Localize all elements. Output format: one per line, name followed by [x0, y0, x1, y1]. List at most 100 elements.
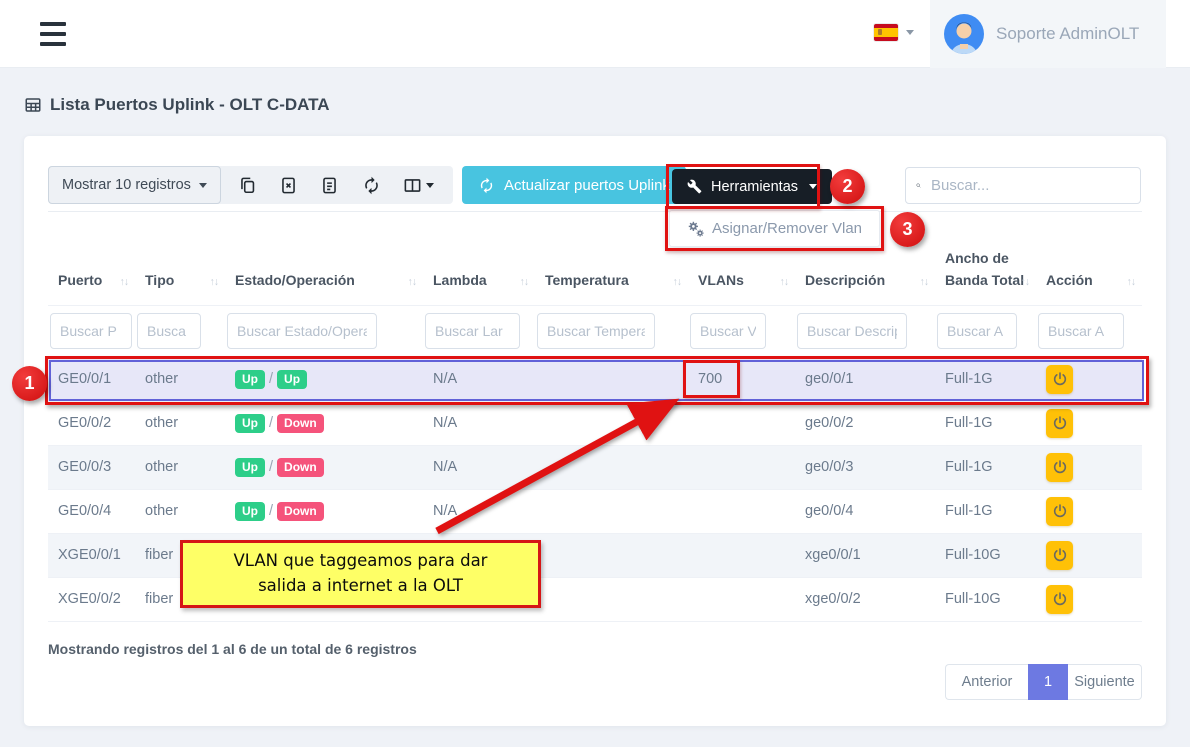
copy-button[interactable] [238, 176, 257, 195]
cell-descripcion: ge0/0/3 [795, 444, 935, 489]
cell-estado: Up / Down [225, 488, 423, 533]
pagination-next-button[interactable]: Siguiente [1068, 664, 1142, 700]
column-header-accion[interactable]: Acción ↑↓ [1036, 225, 1142, 305]
records-info: Mostrando registros del 1 al 6 de un tot… [48, 641, 417, 657]
port-power-button[interactable] [1046, 584, 1073, 614]
export-file-button[interactable] [320, 176, 339, 195]
table-row-xge0-0-2[interactable]: XGE0/0/2 fiber xge0/0/2 Full-10G [48, 576, 1142, 622]
cell-lambda: N/A [423, 488, 535, 533]
column-header-puerto[interactable]: Puerto ↑↓ [48, 225, 135, 305]
filter-tipo-input[interactable] [137, 313, 201, 349]
chevron-down-icon [809, 184, 818, 189]
cell-temperatura [535, 444, 688, 489]
tools-dropdown-button[interactable]: Herramientas [672, 169, 833, 204]
filter-accion-input[interactable] [1038, 313, 1124, 349]
cell-ancho-banda: Full-1G [935, 488, 1036, 533]
cell-accion [1036, 488, 1142, 533]
menu-item-asignar-remover-vlan[interactable]: Asignar/Remover Vlan [711, 220, 863, 237]
menu-toggle-icon[interactable] [40, 22, 66, 46]
filter-puerto-input[interactable] [50, 313, 132, 349]
cell-temperatura [535, 532, 688, 577]
user-menu[interactable]: Soporte AdminOLT [930, 0, 1166, 68]
sort-icon[interactable]: ↑↓ [407, 276, 417, 289]
filter-ancho-input[interactable] [937, 313, 1017, 349]
cell-lambda: N/A [423, 356, 535, 401]
sort-icon[interactable]: ↑↓ [779, 276, 789, 289]
column-header-lambda[interactable]: Lambda ↑↓ [423, 225, 535, 305]
cell-vlans [688, 400, 795, 445]
show-entries-dropdown[interactable]: Mostrar 10 registros [48, 166, 221, 204]
cell-accion [1036, 532, 1142, 577]
cell-lambda [423, 532, 535, 577]
chevron-down-icon [425, 182, 434, 188]
sort-icon[interactable]: ↑↓ [519, 276, 529, 289]
sort-icon[interactable]: ↑↓ [1020, 276, 1030, 289]
cell-puerto: GE0/0/1 [48, 356, 135, 401]
column-visibility-button[interactable] [403, 176, 434, 195]
cell-accion [1036, 356, 1142, 401]
power-icon [1053, 592, 1066, 606]
column-header-estado[interactable]: Estado/Operación ↑↓ [225, 225, 423, 305]
sort-icon[interactable]: ↑↓ [209, 276, 219, 289]
estado-separator: / [269, 503, 274, 519]
table-row-ge0-0-1[interactable]: GE0/0/1 other Up / Up N/A 700 ge0/0/1 Full… [48, 356, 1142, 401]
cell-vlans: 700 [688, 356, 795, 401]
power-icon [1053, 460, 1066, 474]
column-header-descripcion[interactable]: Descripción ↑↓ [795, 225, 935, 305]
estado-separator: / [269, 459, 274, 475]
spain-flag-icon [874, 24, 898, 41]
port-power-button[interactable] [1046, 540, 1073, 570]
column-header-vlans[interactable]: VLANs ↑↓ [688, 225, 795, 305]
update-uplink-ports-button[interactable]: Actualizar puertos Uplink [462, 166, 686, 204]
estado-separator: / [269, 415, 274, 431]
sort-icon[interactable]: ↑↓ [672, 276, 682, 289]
sort-icon[interactable]: ↑↓ [1126, 276, 1136, 289]
cell-ancho-banda: Full-1G [935, 400, 1036, 445]
cell-tipo: other [135, 488, 225, 533]
cell-estado [225, 576, 423, 622]
tools-dropdown-menu: Asignar/Remover Vlan [669, 210, 880, 247]
table-row-xge0-0-1[interactable]: XGE0/0/1 fiber xge0/0/1 Full-10G [48, 532, 1142, 577]
filter-temperatura-input[interactable] [537, 313, 655, 349]
language-selector[interactable] [874, 24, 914, 41]
toolbar-divider [48, 211, 1142, 212]
filter-lambda-input[interactable] [425, 313, 520, 349]
cell-tipo: other [135, 400, 225, 445]
table-row-ge0-0-2[interactable]: GE0/0/2 other Up / Down N/A ge0/0/2 Full-1… [48, 400, 1142, 445]
port-power-button[interactable] [1046, 364, 1073, 394]
export-excel-button[interactable] [279, 176, 298, 195]
filter-descripcion-input[interactable] [797, 313, 907, 349]
user-name: Soporte AdminOLT [996, 24, 1140, 43]
column-header-tipo[interactable]: Tipo ↑↓ [135, 225, 225, 305]
power-icon [1053, 548, 1066, 562]
port-power-button[interactable] [1046, 496, 1073, 526]
cell-estado: Up / Down [225, 400, 423, 445]
cell-accion [1036, 576, 1142, 622]
port-power-button[interactable] [1046, 408, 1073, 438]
cell-puerto: GE0/0/2 [48, 400, 135, 445]
cell-ancho-banda: Full-10G [935, 532, 1036, 577]
wrench-icon [687, 179, 702, 194]
file-text-icon [323, 177, 337, 193]
datatable-toolbar: Mostrar 10 registros [48, 166, 453, 204]
pagination-page-1[interactable]: 1 [1028, 664, 1068, 700]
power-icon [1053, 372, 1066, 386]
cell-estado: Up / Up [225, 356, 423, 401]
cell-puerto: XGE0/0/1 [48, 532, 135, 577]
table-row-ge0-0-3[interactable]: GE0/0/3 other Up / Down N/A ge0/0/3 Full-1… [48, 444, 1142, 489]
search-input[interactable] [931, 177, 1130, 194]
cell-vlans [688, 444, 795, 489]
reload-table-button[interactable] [362, 176, 381, 195]
sort-icon[interactable]: ↑↓ [119, 276, 129, 289]
port-power-button[interactable] [1046, 452, 1073, 482]
header-row: Puerto ↑↓ Tipo ↑↓ Estado/Operación ↑↓ Lambd… [48, 225, 1142, 305]
filter-vlans-input[interactable] [690, 313, 766, 349]
filter-estado-input[interactable] [227, 313, 377, 349]
columns-icon [404, 178, 421, 192]
table-row-ge0-0-4[interactable]: GE0/0/4 other Up / Down N/A ge0/0/4 Full-1… [48, 488, 1142, 533]
pagination-previous-button[interactable]: Anterior [945, 664, 1028, 700]
power-icon [1053, 504, 1066, 518]
column-header-temperatura[interactable]: Temperatura ↑↓ [535, 225, 688, 305]
column-header-ancho-banda[interactable]: Ancho de Banda Total ↑↓ [935, 225, 1036, 305]
sort-icon[interactable]: ↑↓ [919, 276, 929, 289]
